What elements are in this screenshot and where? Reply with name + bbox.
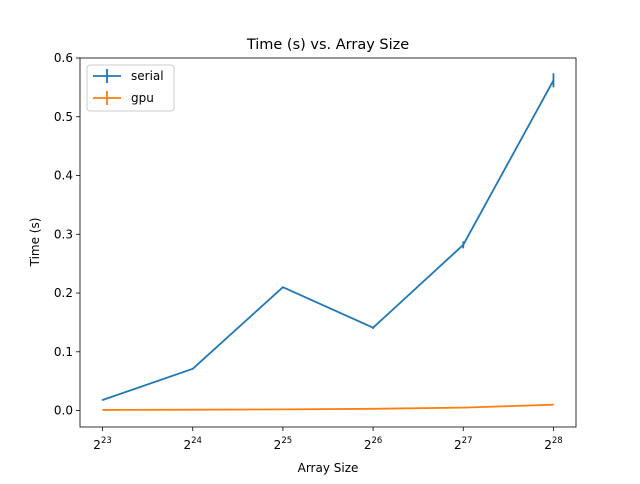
x-tick-label: 225 — [274, 436, 292, 452]
legend-label-serial: serial — [131, 69, 164, 83]
x-tick-label: 226 — [364, 436, 382, 452]
x-tick-label: 228 — [544, 436, 562, 452]
legend: serial gpu — [86, 64, 175, 112]
y-axis-label: Time (s) — [28, 218, 42, 268]
y-tick-label: 0.0 — [54, 404, 73, 418]
series-line-gpu — [102, 403, 554, 411]
chart-title: Time (s) vs. Array Size — [246, 37, 409, 53]
y-tick-label: 0.6 — [54, 51, 73, 65]
x-tick-label: 224 — [183, 436, 201, 452]
y-tick-label: 0.2 — [54, 286, 73, 300]
y-axis: 0.0 0.1 0.2 0.3 0.4 0.5 0.6 — [54, 51, 80, 418]
x-tick-label: 223 — [93, 436, 111, 452]
x-axis-label: Array Size — [298, 461, 359, 475]
y-tick-label: 0.4 — [54, 169, 73, 183]
y-tick-label: 0.1 — [54, 345, 73, 359]
x-tick-label: 227 — [454, 436, 472, 452]
axes-frame — [79, 57, 577, 428]
series-line-serial — [102, 79, 555, 401]
x-axis: 223 224 225 226 227 228 — [93, 427, 563, 452]
legend-label-gpu: gpu — [131, 91, 154, 105]
y-tick-label: 0.3 — [54, 227, 73, 241]
y-tick-label: 0.5 — [54, 110, 73, 124]
plot-area — [101, 73, 555, 411]
